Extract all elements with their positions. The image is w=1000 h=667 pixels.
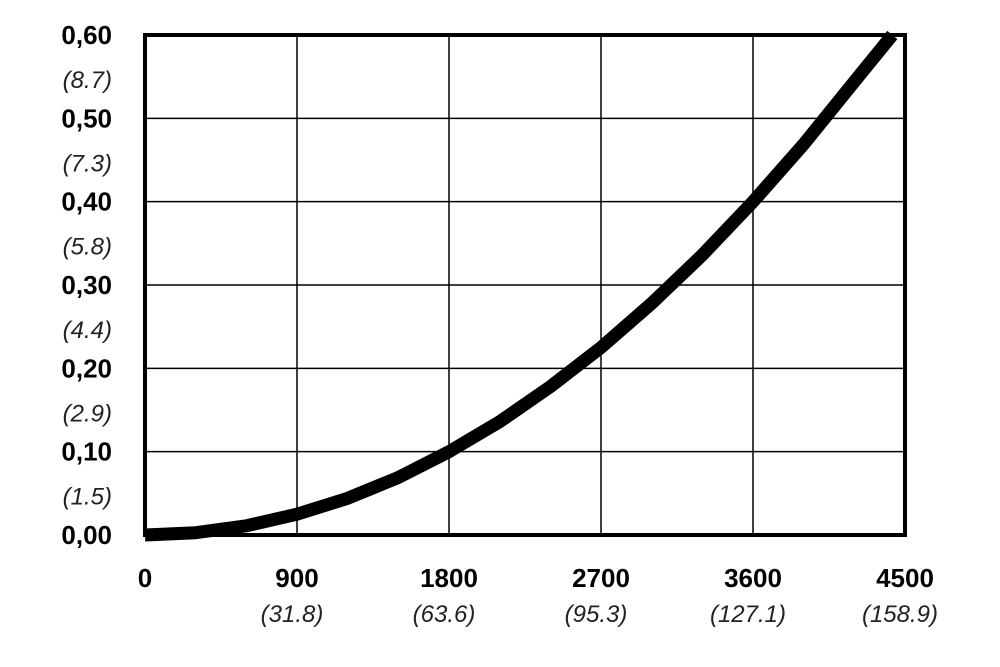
x-tick-label: 2700 (572, 563, 630, 593)
x-tick-label: 4500 (876, 563, 934, 593)
x-tick-sublabel: (31.8) (261, 601, 324, 628)
y-tick-sublabel: (5.8) (63, 234, 112, 261)
y-tick-label: 0,40 (61, 187, 112, 217)
y-tick-label: 0,20 (61, 353, 112, 383)
plot-area-frame (143, 33, 907, 537)
x-tick-sublabel: (158.9) (862, 601, 938, 628)
x-tick-label: 0 (138, 563, 152, 593)
grid-lines (144, 34, 906, 536)
x-tick-sublabel: (127.1) (710, 601, 786, 628)
y-tick-label: 0,10 (61, 437, 112, 467)
y-tick-sublabel: (8.7) (63, 67, 112, 94)
x-tick-label: 3600 (724, 563, 782, 593)
y-tick-label: 0,30 (61, 270, 112, 300)
y-axis-ticks: 0,00 0,10 (1.5) 0,20 (2.9) 0,30 (4.4) 0,40 (5.8)… (61, 20, 112, 550)
series-line (144, 30, 898, 542)
y-tick-sublabel: (7.3) (63, 150, 112, 177)
y-tick-label: 0,60 (61, 20, 112, 50)
y-tick-sublabel: (4.4) (63, 317, 112, 344)
x-tick-sublabel: (63.6) (413, 601, 476, 628)
x-tick-sublabel: (95.3) (565, 601, 628, 628)
series-curve-group (144, 30, 898, 542)
y-tick-sublabel: (2.9) (63, 400, 112, 427)
x-tick-label: 900 (275, 563, 318, 593)
y-tick-label: 0,50 (61, 103, 112, 133)
x-axis-ticks: 0 900 (31.8) 1800 (63.6) 2700 (95.3) 3600 (127.1… (138, 563, 938, 628)
y-tick-label: 0,00 (61, 520, 112, 550)
x-tick-label: 1800 (420, 563, 478, 593)
y-tick-sublabel: (1.5) (63, 484, 112, 511)
